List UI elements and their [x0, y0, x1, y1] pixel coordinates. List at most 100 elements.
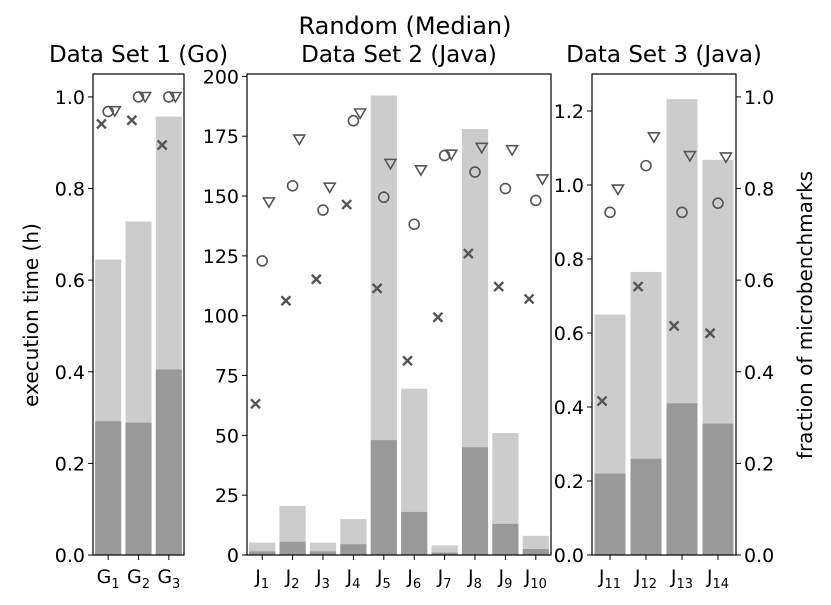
x-tick-label-base: G [157, 566, 172, 588]
y-tick-label: 0 [227, 545, 239, 567]
marker-triangle-2 [647, 132, 661, 144]
y2-tick-label: 0.8 [744, 179, 774, 201]
marker-x-2 [632, 281, 644, 292]
marker-x-10 [523, 293, 535, 305]
x-tick-label-base: J [497, 566, 504, 588]
x-tick-label-subscript: 2 [291, 577, 299, 592]
marker-circle-6 [408, 218, 421, 231]
bar-dark-4 [340, 544, 367, 555]
x-tick-label-base: J [670, 566, 677, 588]
bar-dark-7 [431, 552, 458, 555]
x-tick-label-subscript: 11 [605, 577, 622, 592]
marker-triangle-2 [138, 91, 153, 104]
y2-tick-label: 0.0 [744, 545, 774, 567]
figure-title: Random (Median) [298, 12, 511, 40]
x-tick-label-2: J12 [634, 566, 657, 592]
x-tick-label-3: J3 [315, 566, 330, 592]
marker-triangle-3 [322, 182, 337, 195]
x-tick-label-subscript: 1 [261, 577, 269, 592]
marker-triangle-10 [535, 174, 550, 186]
bar-dark-10 [522, 549, 549, 555]
panel-data-set-3: Data Set 3 (Java) 0.0 0.2 0.4 0.6 0.8 1.0 1.2 0.… [554, 42, 774, 592]
marker-x-2 [280, 295, 292, 307]
x-tick-label-subscript: 10 [530, 577, 547, 592]
marker-x-3 [668, 320, 680, 332]
plot-frame [591, 73, 737, 556]
marker-circle-4 [712, 197, 724, 209]
x-tick-label-subscript: 13 [677, 577, 694, 592]
y-tick-label: 150 [203, 186, 239, 208]
marker-x-4 [341, 199, 353, 210]
y-tick-label: 200 [203, 66, 239, 88]
x-tick-label-2: G2 [127, 566, 150, 592]
marker-x-1 [96, 118, 107, 130]
marker-triangle-4 [353, 108, 367, 120]
x-tick-label-subscript: 4 [352, 577, 360, 592]
bar-dark-4 [702, 423, 734, 555]
y-tick-label: 1.0 [55, 87, 85, 109]
bar-dark-2 [125, 422, 152, 555]
marker-triangle-3 [168, 91, 183, 104]
marker-triangle-3 [683, 150, 697, 163]
y-tick-label: 25 [215, 485, 239, 507]
y-tick-label: 0.8 [554, 249, 584, 271]
marker-circle-3 [676, 206, 688, 219]
bar-total-7 [431, 545, 458, 555]
marker-x-3 [156, 139, 168, 151]
marker-x-1 [596, 395, 608, 407]
marker-circle-2 [640, 159, 652, 172]
y-tick-label: 100 [203, 306, 239, 328]
bar-dark-3 [155, 369, 182, 555]
marker-x-2 [126, 114, 138, 126]
bar-dark-1 [95, 421, 122, 555]
marker-triangle-1 [261, 197, 276, 209]
bar-dark-2 [630, 458, 662, 555]
marker-x-3 [310, 273, 322, 285]
y-tick-label: 175 [203, 126, 239, 148]
bar-dark-1 [594, 473, 626, 555]
y2-tick-label: 1.0 [744, 87, 774, 109]
bar-dark-2 [279, 541, 306, 555]
x-tick-label-base: J [315, 566, 322, 588]
marker-triangle-1 [611, 184, 625, 196]
x-tick-label-base: J [634, 566, 641, 588]
y-tick-label: 0.6 [554, 323, 584, 345]
x-tick-label-subscript: 8 [474, 577, 482, 592]
x-tick-label-base: J [406, 566, 413, 588]
marker-x-9 [493, 281, 505, 292]
x-tick-label-subscript: 7 [443, 577, 451, 592]
marker-x-7 [432, 311, 444, 323]
y-tick-label: 1.0 [554, 175, 584, 197]
marker-circle-4 [347, 114, 360, 127]
x-tick-label-base: G [127, 566, 142, 588]
x-tick-label-subscript: 6 [413, 577, 421, 592]
x-tick-label-subscript: 3 [172, 577, 180, 592]
marker-circle-1 [604, 206, 616, 219]
x-tick-label-base: G [97, 566, 112, 588]
panel-title: Data Set 2 (Java) [301, 42, 497, 68]
x-tick-label-subscript: 9 [504, 577, 512, 592]
x-tick-label-9: J9 [497, 566, 512, 592]
left-axis-label: execution time (h) [19, 223, 43, 407]
marker-triangle-1 [107, 105, 122, 118]
x-tick-label-subscript: 3 [322, 577, 330, 592]
x-tick-label-7: J7 [437, 566, 452, 592]
y-tick-label: 0.2 [554, 471, 584, 493]
y-tick-label: 0.4 [55, 362, 85, 384]
marker-triangle-6 [413, 165, 428, 177]
x-tick-label-8: J8 [467, 566, 482, 592]
x-tick-label-6: J6 [406, 566, 421, 592]
x-tick-label-subscript: 5 [382, 577, 390, 592]
x-tick-label-4: J14 [706, 566, 729, 592]
x-tick-label-2: J2 [285, 566, 300, 592]
marker-x-8 [462, 248, 474, 259]
x-tick-label-4: J4 [345, 566, 360, 592]
marker-triangle-7 [444, 149, 459, 162]
y2-tick-label: 0.2 [744, 453, 774, 475]
y-tick-label: 0.4 [554, 397, 584, 419]
marker-x-4 [704, 327, 716, 339]
y-tick-label: 0.2 [55, 453, 85, 475]
panel-data-set-1: Data Set 1 (Go)0.00.20.40.60.81.0G1 G2 G3 [49, 42, 228, 592]
y-tick-label: 0.8 [55, 179, 85, 201]
